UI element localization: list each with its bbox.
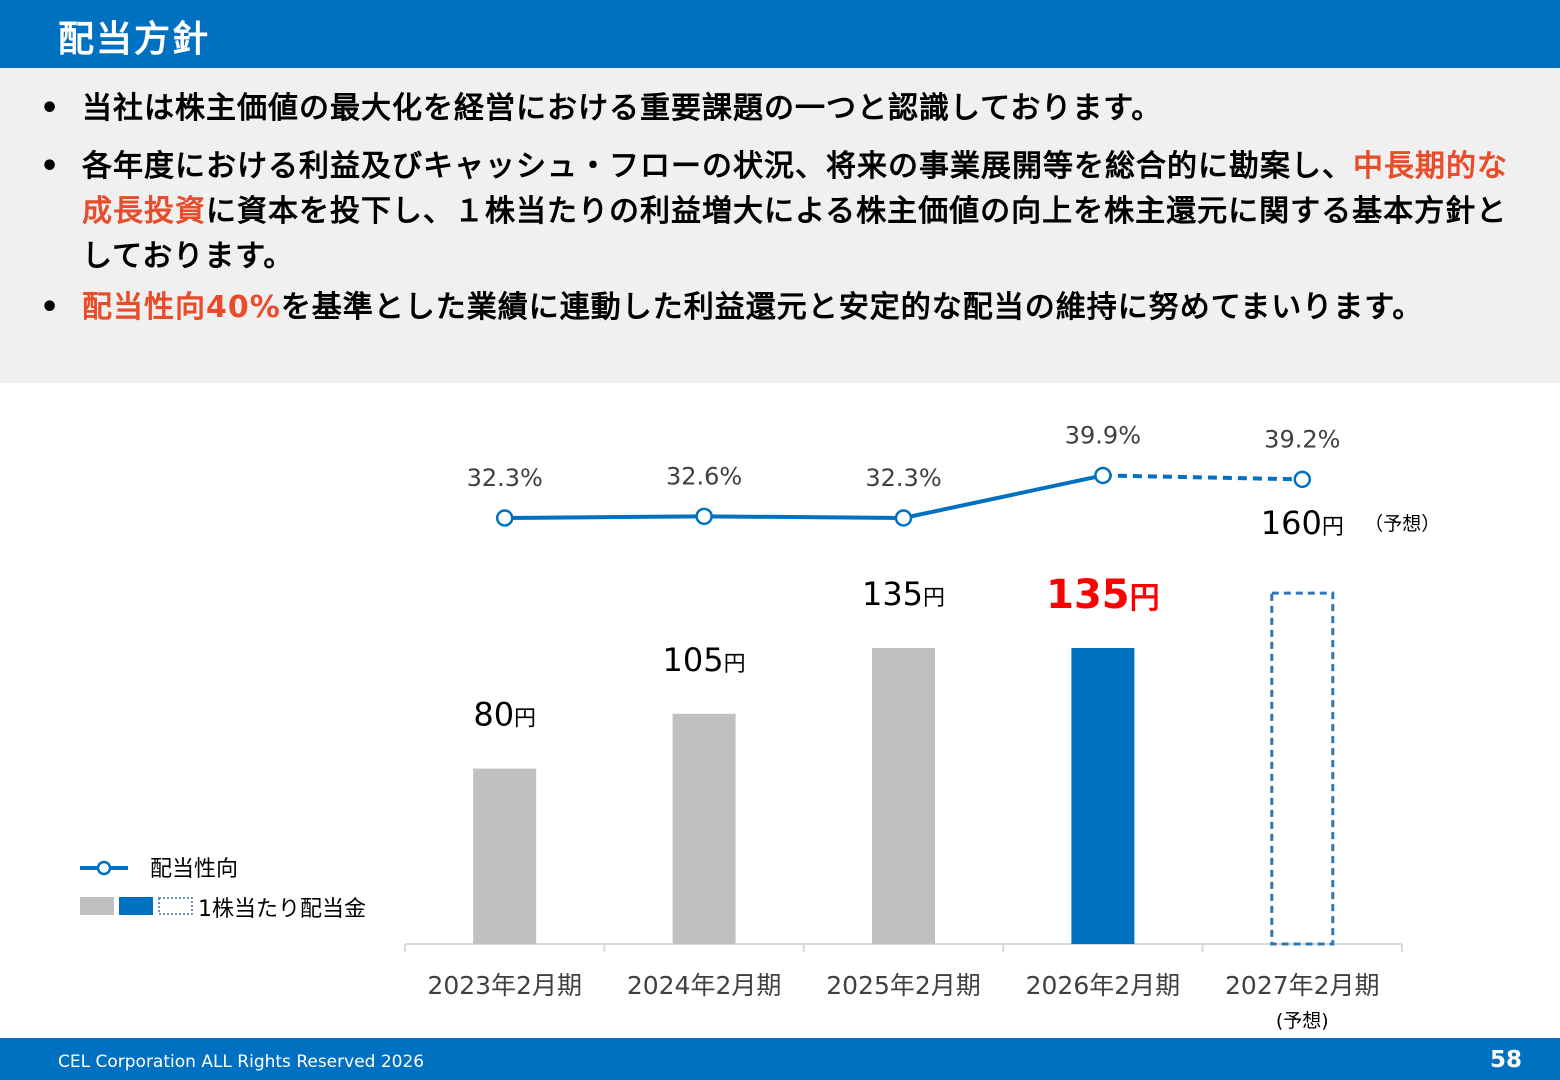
bar-2025年2月期 [872,648,935,944]
page-title: 配当方針 [58,19,211,60]
dividend-chart: 80円 2023年2月期 105円 2024年2月期 135円 2025年2月期 135円 2… [80,421,1440,1032]
bullet-dot-icon: • [40,91,61,126]
payout-point [894,509,913,527]
policy-bullets: • 当社は株主価値の最大化を経営における重要課題の一つと認識しております。 • … [0,68,1560,383]
payout-label: 32.3% [467,464,543,492]
payout-point [1293,470,1312,489]
bullet-text: 配当性向40%を基準とした業績に連動した利益還元と安定的な配当の維持に努めてまい… [82,285,1522,330]
legend-label-payout: 配当性向 [150,857,238,882]
payout-point [1094,466,1112,485]
bar-value-label: 135円 [1046,572,1160,618]
bar-value-label: 135円 [862,575,945,613]
bar-value-label: 80円 [473,696,536,734]
bar-value-label: 160円 [1261,504,1344,542]
header-bar: 配当方針 [0,0,1560,68]
legend-label-dividend: 1株当たり配当金 [198,897,366,922]
bullet-2-part-1: 各年度における利益及びキャッシュ・フローの状況、将来の事業展開等を総合的に勘案し… [82,149,1353,184]
payout-label: 32.6% [666,462,742,490]
legend-line-marker [96,860,112,876]
payout-point [495,509,514,527]
bar-2024年2月期 [672,713,736,944]
bullet-1-part-1: 当社は株主価値の最大化を経営における重要課題の一つと認識しております。 [82,91,1163,126]
x-tick-label: 2027年2月期 [1225,971,1380,1000]
x-tick-label: 2024年2月期 [627,971,782,1000]
bullet-2-part-3: に資本を投下し、１株当たりの利益増大による株主価値の向上を株主還元に関する基本方… [82,194,1508,274]
payout-label: 39.9% [1065,421,1141,449]
bullet-text: 当社は株主価値の最大化を経営における重要課題の一つと認識しております。 [82,86,1522,131]
payout-label: 39.2% [1264,425,1340,453]
legend-swatch-past [80,897,114,915]
page-number: 58 [1489,1047,1522,1073]
x-tick-label: 2023年2月期 [427,971,582,1000]
legend-swatch-current [119,897,153,915]
payout-line [504,473,1104,521]
forecast-note: （予想） [1364,513,1440,535]
footer-bar: CEL Corporation ALL Rights Reserved 2026… [0,1038,1560,1080]
bar-2023年2月期 [473,768,537,944]
bullet-text: 各年度における利益及びキャッシュ・フローの状況、将来の事業展開等を総合的に勘案し… [82,144,1522,279]
payout-point [695,507,713,526]
payout-label: 32.3% [865,464,941,492]
x-tick-label: 2025年2月期 [826,971,981,1000]
bullet-2-highlight: 中長期的な成長投資 [82,149,1508,229]
legend-swatch-forecast [158,897,193,915]
x-tick-note: (予想) [1276,1010,1329,1032]
bullet-dot-icon: • [40,290,61,325]
payout-line-forecast [1102,473,1303,482]
bullet-3-part-2: を基準とした業績に連動した利益還元と安定的な配当の維持に努めてまいります。 [280,290,1424,325]
bullet-3-highlight: 配当性向40% [82,290,281,325]
bar-2026年2月期 [1071,648,1135,944]
bar-forecast [1270,591,1335,946]
bullet-dot-icon: • [40,149,61,184]
copyright-text: CEL Corporation ALL Rights Reserved 2026 [58,1052,425,1072]
x-tick-label: 2026年2月期 [1026,971,1181,1000]
bar-value-label: 105円 [663,641,746,679]
